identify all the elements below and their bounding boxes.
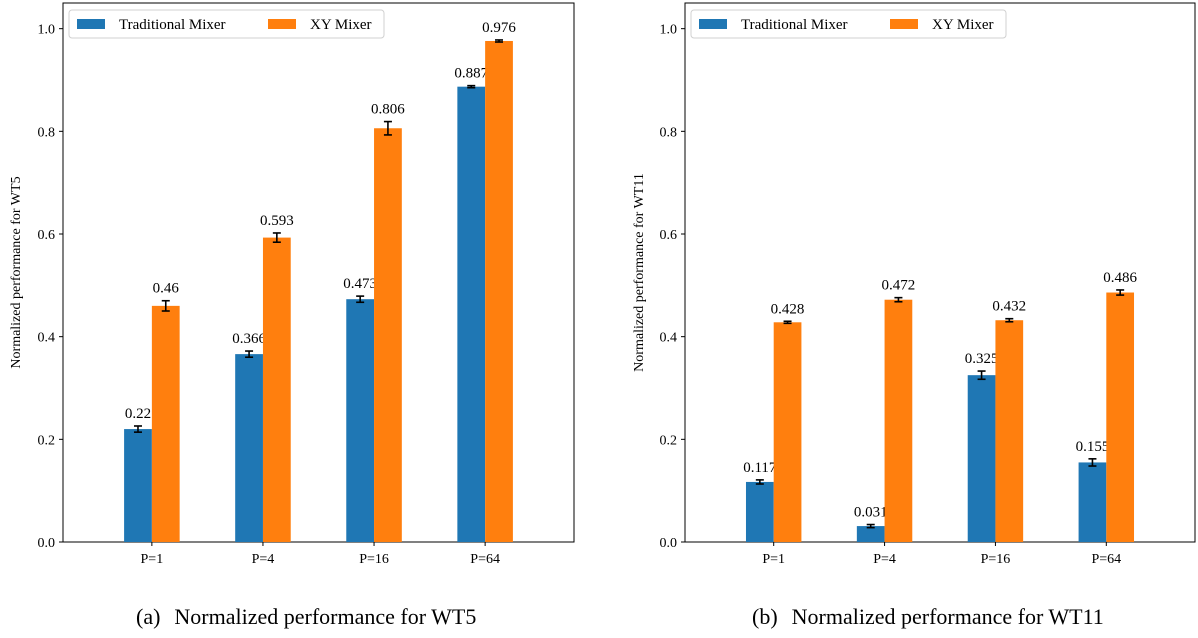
bar	[346, 299, 375, 542]
bar	[1078, 462, 1107, 542]
data-label: 0.117	[743, 460, 777, 476]
y-axis-label: Normalized performance for WT11	[632, 173, 647, 372]
data-label: 0.432	[992, 299, 1026, 315]
legend-swatch	[890, 19, 918, 29]
data-label: 0.46	[153, 281, 180, 297]
figure: 0.0 0.2 0.4 0.6 0.8 1.0 Normalized performance…	[9, 2, 1196, 567]
x-tick-label: P=4	[252, 552, 275, 567]
caption-b-tag: (b)	[752, 604, 778, 629]
y-tick-label: 0.4	[38, 331, 56, 346]
bar	[995, 320, 1024, 542]
chart-panel-wt11: 0.0 0.2 0.4 0.6 0.8 1.0 Normalized performance…	[632, 2, 1196, 567]
y-tick-label: 0.2	[38, 433, 56, 448]
y-tick-label: 0.4	[660, 331, 678, 346]
data-label: 0.887	[454, 66, 488, 82]
bar	[151, 305, 180, 542]
caption-b-text: Normalized performance for WT11	[791, 604, 1104, 629]
data-label: 0.325	[965, 351, 999, 367]
data-label: 0.473	[343, 276, 377, 292]
bar	[745, 481, 774, 542]
y-tick-label: 1.0	[38, 23, 56, 38]
data-label: 0.593	[260, 213, 294, 229]
data-label: 0.22	[125, 406, 151, 422]
caption-a-text: Normalized performance for WT5	[174, 604, 477, 629]
bar	[124, 429, 152, 542]
caption-b: (b) Normalized performance for WT11	[752, 604, 1104, 630]
y-tick-label: 0.6	[38, 228, 56, 243]
bar	[262, 237, 291, 543]
legend-label: XY Mixer	[310, 17, 372, 33]
data-label: 0.976	[482, 20, 516, 36]
x-tick-label: P=64	[1091, 552, 1121, 567]
x-tick-label: P=64	[470, 552, 500, 567]
legend-box	[68, 9, 385, 39]
y-tick-label: 0.8	[660, 125, 678, 140]
data-label: 0.031	[854, 505, 888, 521]
y-tick-label: 0.8	[38, 125, 56, 140]
y-tick-label: 0.6	[660, 228, 678, 243]
bar	[485, 40, 513, 543]
data-label: 0.428	[771, 301, 805, 317]
legend-label: Traditional Mixer	[741, 17, 848, 33]
bar	[856, 526, 885, 542]
data-label: 0.806	[371, 102, 405, 118]
plot-frame	[684, 2, 1196, 543]
y-tick-label: 0.2	[660, 433, 678, 448]
bar	[967, 375, 996, 542]
y-tick-label: 0.0	[660, 536, 678, 551]
y-axis-label: Normalized performance for WT5	[9, 176, 24, 368]
data-label: 0.366	[232, 331, 266, 347]
legend-swatch	[268, 19, 296, 29]
data-label: 0.155	[1076, 439, 1110, 455]
caption-a: (a) Normalized performance for WT5	[136, 604, 476, 630]
bar	[235, 354, 263, 542]
bar	[884, 299, 913, 542]
x-tick-label: P=16	[359, 552, 389, 567]
bar	[374, 128, 402, 542]
legend-box	[690, 9, 1007, 39]
x-tick-label: P=1	[141, 552, 164, 567]
y-tick-label: 1.0	[660, 23, 678, 38]
data-label: 0.472	[882, 278, 916, 294]
x-tick-label: P=4	[873, 552, 896, 567]
legend-swatch	[77, 19, 105, 29]
legend-label: Traditional Mixer	[119, 17, 226, 33]
data-label: 0.486	[1103, 270, 1137, 286]
caption-a-tag: (a)	[136, 604, 161, 629]
chart-panel-wt5: 0.0 0.2 0.4 0.6 0.8 1.0 Normalized performance…	[9, 2, 575, 567]
x-tick-label: P=1	[762, 552, 785, 567]
plot-frame	[62, 2, 575, 543]
bar	[773, 322, 802, 542]
legend-label: XY Mixer	[932, 17, 994, 33]
x-tick-label: P=16	[981, 552, 1011, 567]
y-tick-label: 0.0	[38, 536, 56, 551]
bar	[457, 86, 486, 542]
legend-swatch	[699, 19, 727, 29]
bar	[1106, 292, 1135, 542]
